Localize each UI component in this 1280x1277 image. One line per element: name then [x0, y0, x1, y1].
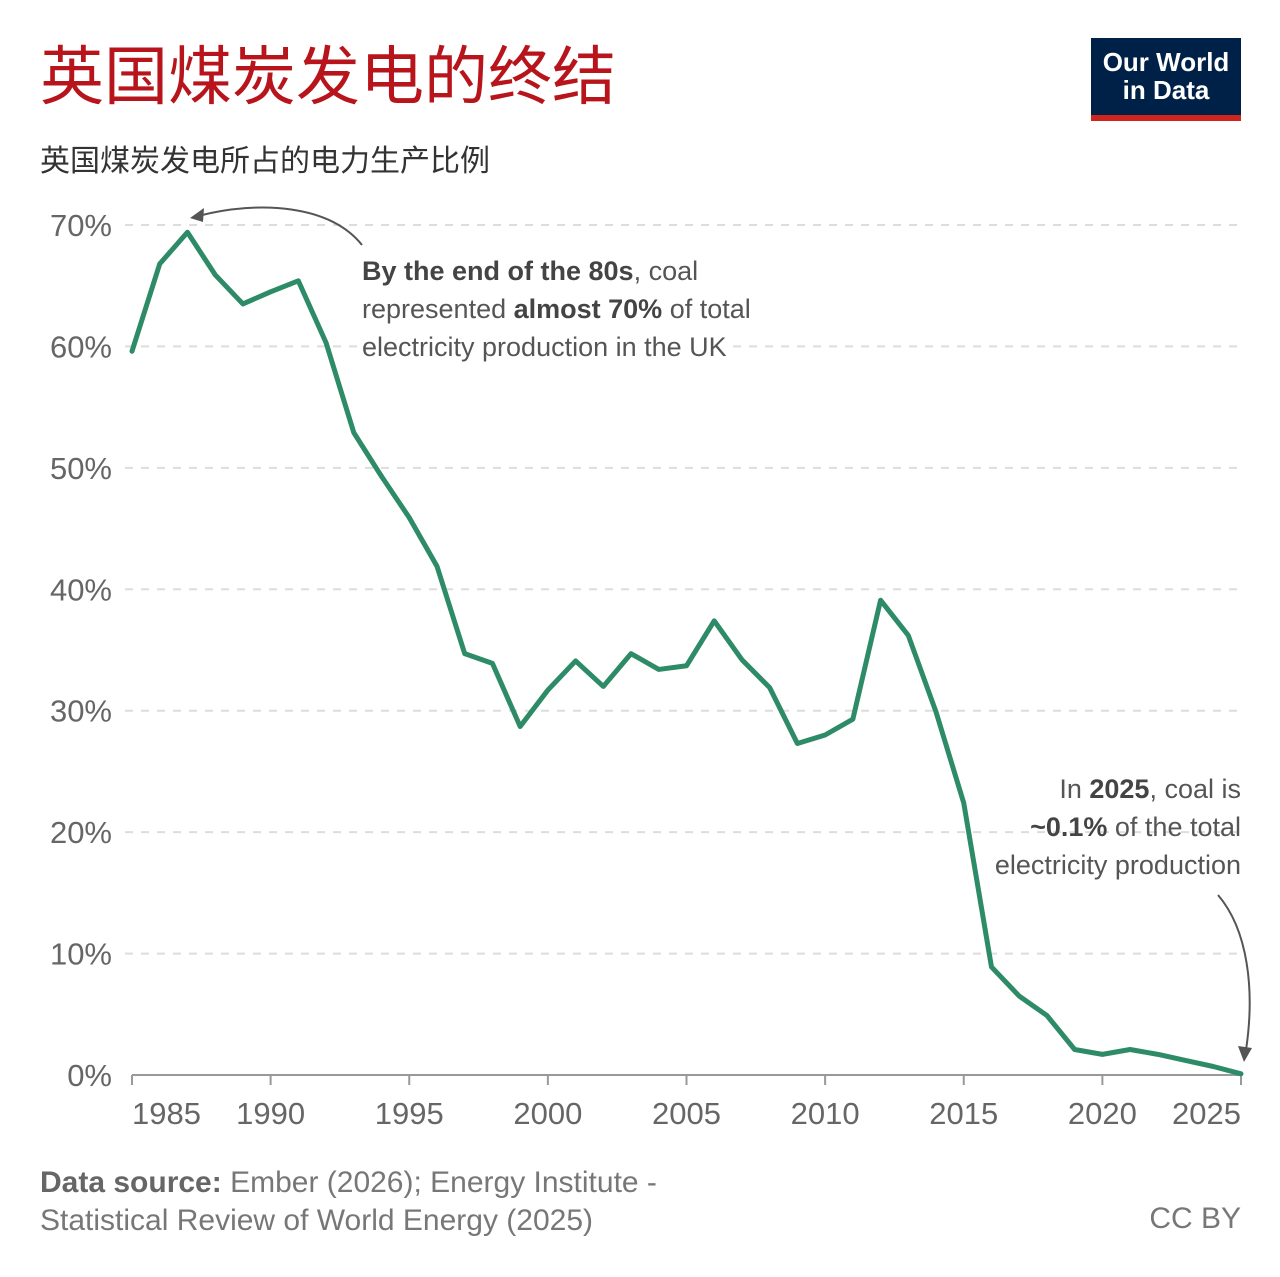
- y-tick-label: 40%: [50, 572, 112, 607]
- peak-arrowhead: [190, 208, 204, 222]
- x-tick-label: 2020: [1068, 1096, 1137, 1131]
- owid-logo[interactable]: Our World in Data: [1091, 38, 1241, 121]
- x-tick-label: 2015: [929, 1096, 998, 1131]
- end-arrow: [1217, 894, 1251, 1051]
- y-tick-label: 50%: [50, 451, 112, 486]
- data-source: Data source: Ember (2026); Energy Instit…: [40, 1166, 657, 1237]
- license-link[interactable]: CC BY: [1149, 1202, 1241, 1235]
- peak-annotation: By the end of the 80s, coal represented …: [362, 256, 751, 362]
- end-arrowhead: [1238, 1046, 1252, 1062]
- x-tick-label: 2010: [791, 1096, 860, 1131]
- y-tick-label: 20%: [50, 815, 112, 850]
- logo-line2: in Data: [1122, 75, 1210, 105]
- x-tick-label: 2025: [1172, 1096, 1241, 1131]
- x-tick-label: 1990: [236, 1096, 305, 1131]
- chart-title: 英国煤炭发电的终结: [40, 41, 616, 115]
- x-tick-label: 2000: [513, 1096, 582, 1131]
- y-tick-label: 70%: [50, 208, 112, 243]
- x-tick-label: 1985: [132, 1096, 201, 1131]
- logo-line1: Our World: [1102, 47, 1230, 77]
- peak-arrow: [197, 206, 363, 246]
- y-tick-label: 10%: [50, 937, 112, 972]
- y-tick-label: 60%: [50, 329, 112, 364]
- end-annotation: In 2025, coal is ~0.1% of the total elec…: [994, 774, 1241, 880]
- y-tick-label: 0%: [67, 1058, 112, 1093]
- x-tick-label: 2005: [652, 1096, 721, 1131]
- x-tick-label: 1995: [375, 1096, 444, 1131]
- chart-subtitle: 英国煤炭发电所占的电力生产比例: [40, 144, 490, 179]
- y-tick-label: 30%: [50, 694, 112, 729]
